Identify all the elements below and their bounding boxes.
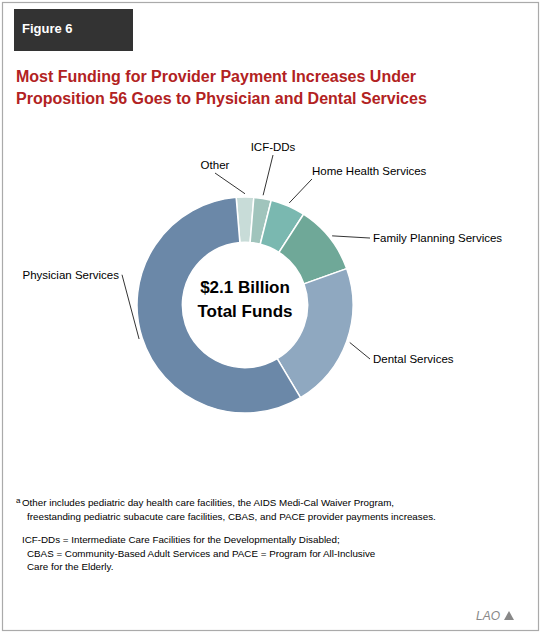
page-border <box>3 3 539 631</box>
footnote-line: Care for the Elderly. <box>27 561 113 572</box>
leader-line <box>332 236 370 238</box>
title: Most Funding for Provider Payment Increa… <box>16 68 427 107</box>
center-text-line: $2.1 Billion <box>200 278 290 297</box>
center-text-line: Total Funds <box>197 302 292 321</box>
leader-line <box>263 155 273 195</box>
figure-label: Figure 6 <box>22 21 73 36</box>
donut <box>137 197 353 413</box>
footnote-marker: a <box>16 496 21 505</box>
footnote-line: Other includes pediatric day health care… <box>22 497 394 508</box>
center-text: $2.1 Billion Total Funds <box>197 278 292 321</box>
chart: Figure 6 Most Funding for Provider Paymen… <box>0 0 541 633</box>
title-line: Proposition 56 Goes to Physician and Den… <box>16 90 427 107</box>
slice-label: Dental Services <box>373 353 454 365</box>
title-line: Most Funding for Provider Payment Increa… <box>16 68 416 85</box>
leader-line <box>215 173 245 194</box>
source-logo: LAO <box>476 609 500 623</box>
footnote-line: CBAS = Community-Based Adult Services an… <box>27 548 376 559</box>
footnote-line: freestanding pediatric subacute care fac… <box>27 511 436 522</box>
leader-line <box>350 342 370 359</box>
figure-label-box <box>14 9 133 51</box>
slice-label: Physician Services <box>22 269 119 281</box>
slice-label: Home Health Services <box>312 165 427 177</box>
footnote: ICF-DDs = Intermediate Care Facilities f… <box>22 534 376 572</box>
footnote-line: ICF-DDs = Intermediate Care Facilities f… <box>22 534 340 545</box>
slice-label: Other <box>201 159 230 171</box>
slice-label: ICF-DDs <box>251 141 296 153</box>
slice-label: Family Planning Services <box>373 232 502 244</box>
donut-slice <box>137 197 301 413</box>
logo-symbol <box>504 611 514 620</box>
leader-line <box>122 275 139 339</box>
leader-line <box>289 179 312 203</box>
footnote: Other includes pediatric day health care… <box>22 497 436 522</box>
